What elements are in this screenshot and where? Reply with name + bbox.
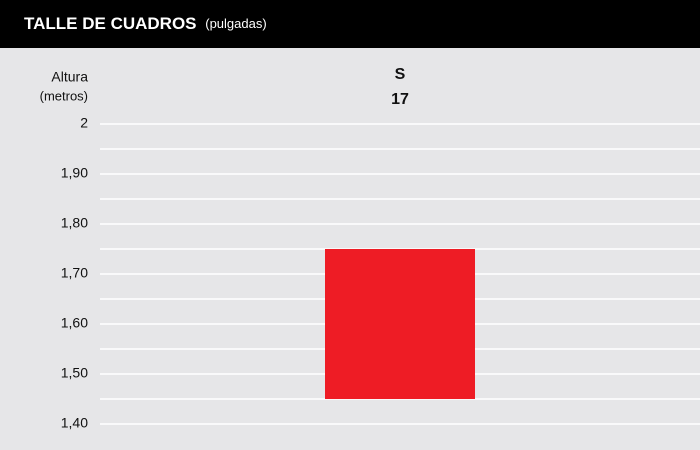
title-text: TALLE DE CUADROS	[24, 14, 197, 33]
bar	[325, 249, 475, 399]
y-tick-label: 1,80	[61, 215, 88, 231]
y-tick-label: 2	[80, 115, 88, 131]
category-label: S	[395, 66, 406, 83]
y-tick-label: 1,50	[61, 365, 88, 381]
y-axis-label: Altura	[51, 69, 88, 85]
y-tick-label: 1,60	[61, 315, 88, 331]
y-tick-label: 1,70	[61, 265, 88, 281]
subtitle-text: (pulgadas)	[205, 16, 266, 31]
y-axis-unit: (metros)	[40, 88, 88, 103]
header-bar	[0, 0, 700, 48]
size-label: 17	[391, 91, 409, 108]
chart-title: TALLE DE CUADROS (pulgadas)	[24, 14, 267, 33]
y-tick-label: 1,90	[61, 165, 88, 181]
y-tick-label: 1,40	[61, 415, 88, 431]
